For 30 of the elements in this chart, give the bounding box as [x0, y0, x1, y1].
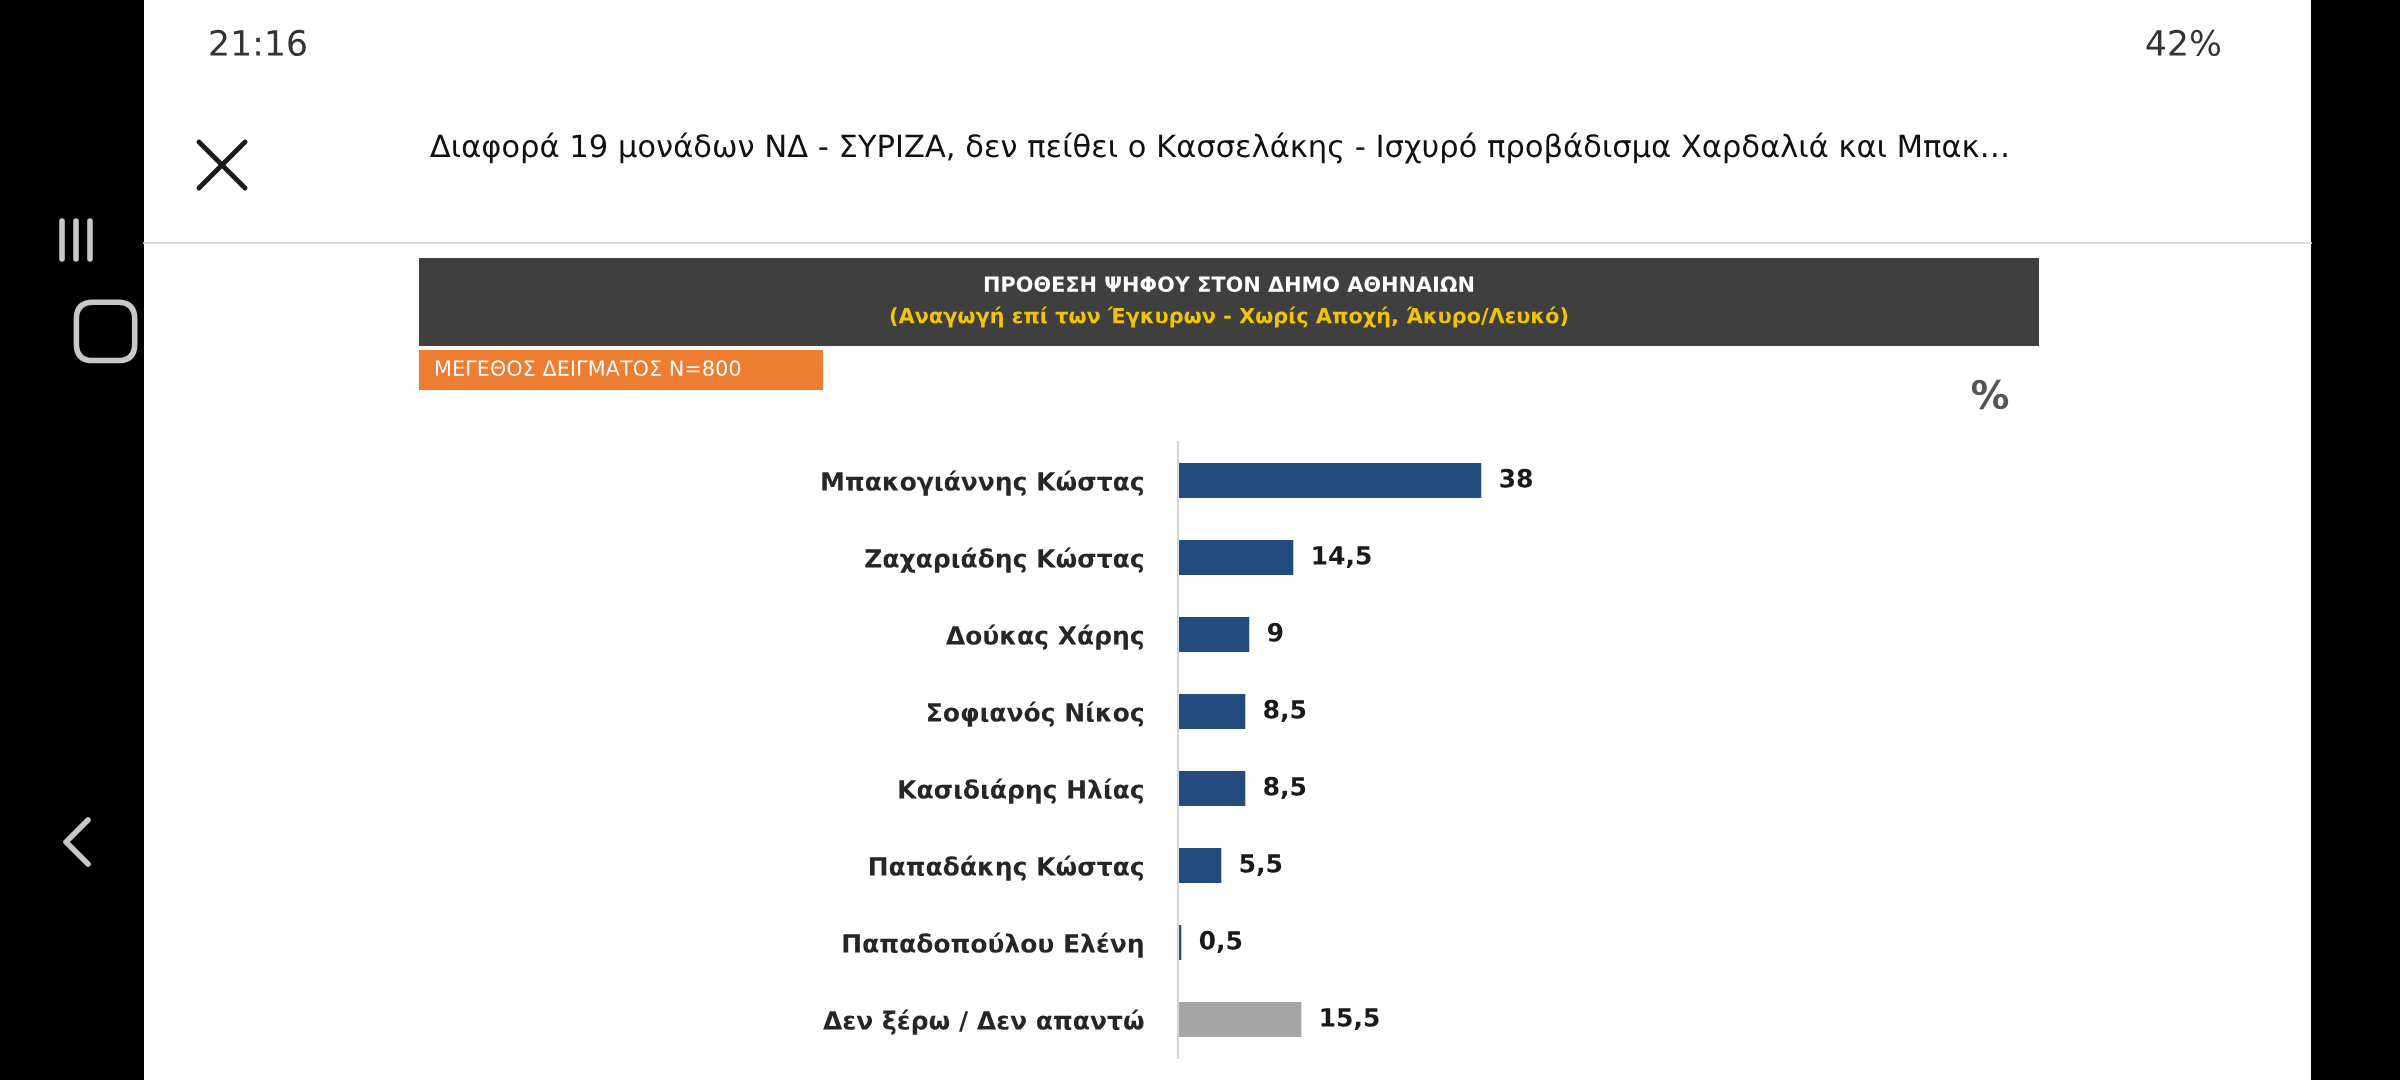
y-tick-label: Ζαχαριάδης Κώστας	[865, 547, 1143, 573]
bar	[1178, 538, 1295, 577]
y-tick-label: Δεν ξέρω / Δεν απαντώ	[823, 1009, 1144, 1035]
chart-title: ΠΡΟΘΕΣΗ ΨΗΦΟΥ ΣΤΟΝ ΔΗΜΟ ΑΘΗΝΑΙΩΝ	[984, 276, 1474, 293]
bar	[1178, 769, 1247, 808]
y-tick-label: Κασιδιάρης Ηλίας	[899, 778, 1143, 804]
y-tick-label: Παπαδάκης Κώστας	[869, 855, 1143, 881]
data-label: 8,5	[1264, 776, 1306, 799]
text: %	[1971, 379, 2009, 410]
data-label: 14,5	[1313, 546, 1371, 568]
bar	[1178, 692, 1247, 731]
data-label: 15,5	[1321, 1008, 1379, 1030]
y-tick-label: Δούκας Χάρης	[945, 624, 1143, 650]
y-tick-label: Παπαδοπούλου Ελένη	[843, 932, 1143, 958]
y-tick-label: Μπακογιάννης Κώστας	[822, 470, 1143, 496]
data-label: 9	[1267, 622, 1283, 642]
text: ΜΕΓΕΘΟΣ ΔΕΙΓΜΑΤΟΣ N=800	[436, 360, 741, 377]
data-label: 0,5	[1199, 930, 1242, 953]
data-label: 5,5	[1240, 854, 1282, 876]
bar	[1178, 846, 1223, 885]
y-tick-label: Σοφιανός Νίκος	[928, 701, 1143, 727]
text: 21:16	[210, 29, 306, 57]
chart-subtitle: (Αναγωγή επί των Έγκυρων - Χωρίς Αποχή, Άκυρο/Λευκό)	[890, 306, 1568, 328]
bar	[1178, 615, 1251, 654]
bar	[1178, 461, 1482, 500]
data-label: 8,5	[1264, 699, 1306, 722]
text: 42%	[2146, 29, 2221, 57]
data-label: 38	[1500, 468, 1532, 488]
text: Διαφορά 19 μονάδων ΝΔ - ΣΥΡΙΖΑ, δεν πείθει ο Κασσελάκης - Ισχυρό προβάδισμα Χαρδαλιά και Μπακ…	[430, 132, 2007, 164]
bar	[1178, 1000, 1303, 1039]
